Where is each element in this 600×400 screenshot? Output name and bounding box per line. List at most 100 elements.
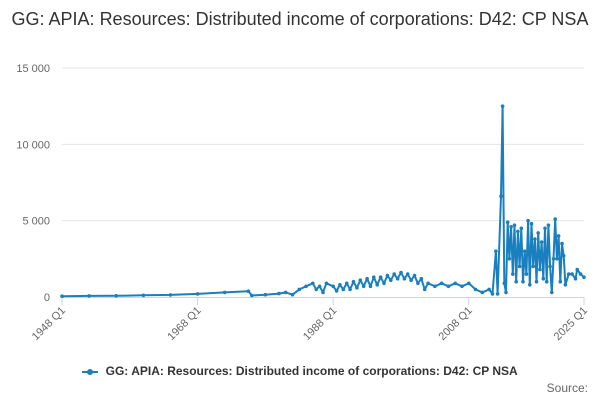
data-point [453, 281, 458, 286]
data-point [195, 292, 200, 296]
data-point [334, 289, 339, 293]
data-point [368, 284, 373, 289]
data-point [499, 194, 503, 198]
data-point [536, 231, 540, 235]
data-point [522, 249, 527, 253]
data-point [490, 292, 495, 296]
data-point [168, 293, 173, 297]
data-point [378, 275, 383, 280]
data-point [372, 275, 376, 280]
data-point [426, 281, 430, 286]
data-point [519, 226, 524, 231]
data-point [507, 257, 512, 261]
data-point [446, 284, 451, 289]
legend[interactable]: GG: APIA: Resources: Distributed income … [0, 364, 600, 378]
data-point [578, 272, 583, 276]
data-point [529, 221, 534, 226]
data-point [375, 283, 380, 287]
y-tick-label: 0 [44, 292, 50, 304]
data-point [311, 281, 315, 286]
y-tick-label: 10 000 [16, 139, 50, 151]
data-point [480, 290, 485, 295]
data-point [324, 281, 329, 286]
y-tick-label: 5 000 [22, 216, 50, 228]
data-point [409, 278, 413, 283]
data-point [361, 284, 366, 289]
data-point [538, 267, 542, 272]
data-point [511, 272, 515, 276]
data-point [531, 264, 535, 269]
data-point [395, 276, 400, 281]
data-point [550, 290, 554, 295]
data-point [416, 281, 420, 286]
x-axis-ticks: 1948 Q1 1968 Q1 1988 Q1 2008 Q1 2025 Q1 [30, 297, 590, 343]
data-point [473, 287, 478, 292]
data-point [541, 276, 546, 281]
data-point [573, 276, 578, 281]
data-point [534, 279, 539, 284]
data-point [246, 289, 251, 294]
data-point [494, 249, 498, 253]
x-tick-label: 1948 Q1 [30, 305, 68, 343]
data-point [317, 284, 322, 289]
data-point [524, 272, 529, 276]
data-point [283, 290, 288, 295]
data-point [526, 218, 530, 223]
chart-title: GG: APIA: Resources: Distributed income … [11, 9, 589, 29]
data-point [467, 281, 471, 286]
data-point [338, 283, 342, 287]
data-point [250, 293, 254, 298]
data-point [495, 292, 500, 296]
series-line [61, 105, 585, 298]
data-point [487, 287, 491, 292]
data-point [412, 273, 417, 278]
gridlines [62, 67, 584, 222]
data-point [460, 284, 464, 289]
data-point [516, 229, 520, 234]
data-point [365, 276, 369, 281]
data-point [399, 270, 403, 275]
data-point [389, 278, 393, 283]
data-point [543, 226, 547, 231]
data-point [348, 287, 352, 292]
x-tick-label: 1968 Q1 [165, 305, 203, 343]
data-point [561, 254, 566, 258]
data-point [263, 292, 268, 297]
data-point [533, 237, 537, 241]
y-tick-label: 15 000 [16, 63, 50, 75]
data-point [558, 279, 563, 284]
data-point [277, 291, 281, 296]
legend-swatch [82, 368, 99, 375]
data-point [392, 272, 397, 276]
data-point [358, 278, 363, 283]
x-tick-label: 1988 Q1 [301, 305, 339, 343]
data-point [222, 290, 227, 295]
data-point [355, 286, 359, 290]
data-point [419, 276, 424, 281]
data-point [528, 283, 532, 287]
data-point [504, 290, 508, 295]
x-tick-label: 2008 Q1 [437, 305, 475, 343]
data-point [382, 281, 386, 286]
data-point [556, 234, 561, 238]
source-label: Source: [546, 381, 588, 395]
data-point [566, 272, 571, 276]
data-point [114, 294, 118, 298]
data-point [297, 287, 302, 292]
data-point [304, 284, 308, 289]
data-point [402, 276, 407, 281]
data-point [563, 283, 568, 287]
data-point [500, 104, 505, 108]
data-point [551, 257, 556, 261]
data-point [512, 223, 517, 227]
data-point [405, 272, 410, 276]
data-point [433, 284, 437, 289]
data-point [548, 264, 552, 269]
data-point [544, 279, 549, 284]
data-point [331, 284, 336, 289]
data-point [553, 217, 557, 221]
data-point [344, 281, 349, 286]
data-point [385, 273, 390, 278]
data-point [439, 281, 444, 286]
data-point [505, 220, 510, 224]
